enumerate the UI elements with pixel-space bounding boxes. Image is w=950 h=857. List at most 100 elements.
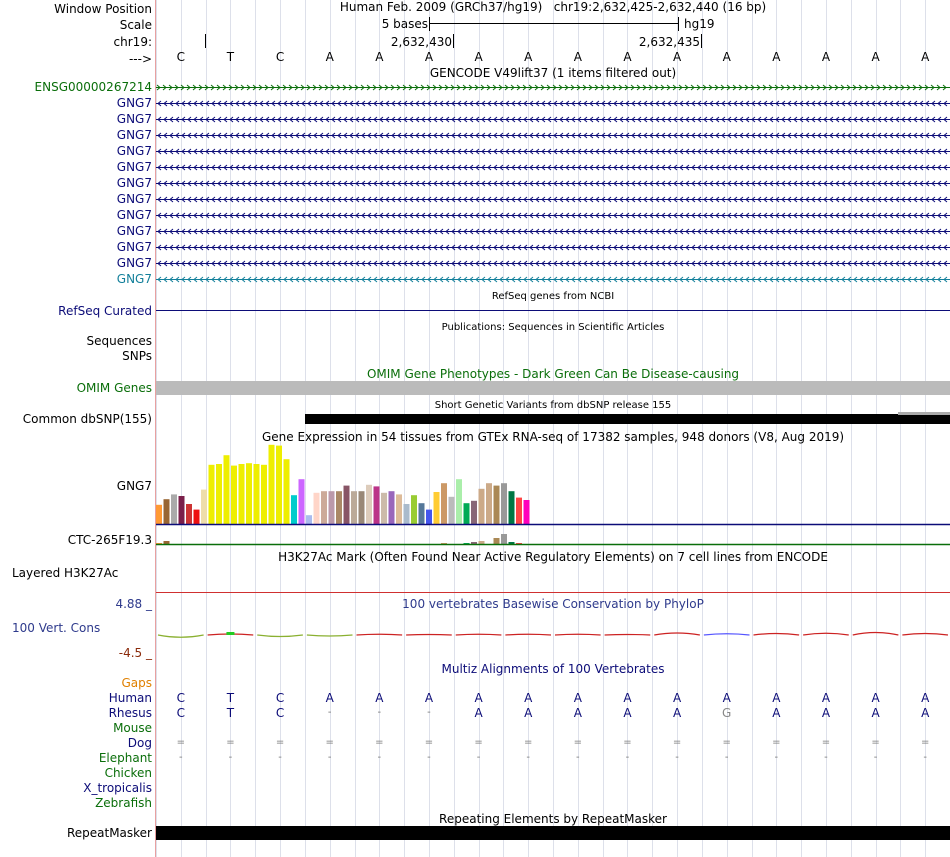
- phylop-base-score[interactable]: [554, 633, 601, 636]
- phylop-track-title[interactable]: 100 vertebrates Basewise Conservation by…: [402, 597, 704, 611]
- gencode-gene-features[interactable]: [156, 80, 950, 288]
- gtex-tissue-bar-2[interactable]: [471, 542, 477, 544]
- gtex-tissue-bar[interactable]: [351, 491, 357, 524]
- gtex-tissue-bar[interactable]: [501, 483, 507, 524]
- gtex-tissue-bar[interactable]: [418, 503, 425, 524]
- gtex-tissue-bar-2[interactable]: [156, 543, 162, 544]
- gtex-tissue-bar[interactable]: [396, 494, 402, 524]
- gencode-gene-label[interactable]: GNG7: [116, 128, 152, 142]
- multiz-species-label[interactable]: X_tropicalis: [83, 781, 152, 795]
- gtex-tissue-bar[interactable]: [508, 491, 515, 524]
- refseq-curated-label[interactable]: RefSeq Curated: [58, 304, 152, 318]
- gng7-transcript[interactable]: [156, 276, 950, 283]
- gtex-tissue-bar-2[interactable]: [478, 541, 485, 544]
- phylop-base-score[interactable]: [356, 633, 403, 636]
- phylop-base-score[interactable]: [902, 632, 949, 636]
- phylop-base-score[interactable]: [852, 631, 899, 636]
- gtex-tissue-bar[interactable]: [268, 444, 275, 524]
- phylop-base-score[interactable]: [654, 632, 700, 636]
- gtex-tissue-bar[interactable]: [388, 491, 395, 524]
- multiz-species-label[interactable]: Zebrafish: [95, 796, 152, 810]
- gtex-tissue-bar[interactable]: [178, 496, 185, 524]
- multiz-species-label[interactable]: Mouse: [113, 721, 152, 735]
- gtex-tissue-bar[interactable]: [193, 509, 200, 524]
- gtex-tissue-bar[interactable]: [328, 491, 335, 524]
- gtex-tissue-bar[interactable]: [306, 515, 312, 524]
- refseq-track-title[interactable]: RefSeq genes from NCBI: [491, 291, 615, 302]
- gtex-tissue-bar[interactable]: [358, 491, 365, 524]
- gencode-gene-label[interactable]: GNG7: [116, 256, 152, 270]
- repeatmasker-element-bar[interactable]: [156, 826, 950, 840]
- gtex-tissue-bar-2[interactable]: [493, 538, 500, 544]
- omim-gene-bar[interactable]: [156, 381, 950, 395]
- gng7-transcript[interactable]: [156, 196, 950, 203]
- gtex-tissue-bar[interactable]: [448, 496, 455, 524]
- gtex-tissue-bar[interactable]: [223, 455, 230, 524]
- gtex-tissue-bar[interactable]: [478, 488, 485, 524]
- phylop-base-score[interactable]: [257, 634, 303, 638]
- gtex-tissue-bar[interactable]: [246, 463, 252, 524]
- gtex-tissue-bar[interactable]: [171, 494, 177, 524]
- h3k27ac-track-title[interactable]: H3K27Ac Mark (Often Found Near Active Re…: [278, 550, 828, 564]
- gtex-tissue-bar[interactable]: [463, 503, 470, 524]
- phylop-base-score[interactable]: [604, 633, 651, 636]
- gtex-tissue-bar[interactable]: [298, 479, 305, 524]
- gtex-tissue-bar[interactable]: [238, 464, 245, 524]
- gtex-tissue-bar[interactable]: [283, 459, 290, 524]
- gtex-tissue-bar[interactable]: [516, 497, 522, 524]
- dbsnp-variant-bar[interactable]: [305, 414, 950, 424]
- publications-track-title[interactable]: Publications: Sequences in Scientific Ar…: [441, 322, 665, 333]
- gencode-gene-label[interactable]: GNG7: [116, 240, 152, 254]
- gtex-tissue-bar-2[interactable]: [463, 543, 470, 544]
- gencode-track-title[interactable]: GENCODE V49lift37 (1 items filtered out): [429, 66, 677, 80]
- gtex-tissue-bar[interactable]: [253, 464, 260, 524]
- gtex-tissue-bar-2[interactable]: [441, 543, 447, 544]
- ensg-feature[interactable]: [156, 84, 950, 91]
- phylop-base-score[interactable]: [455, 633, 502, 636]
- dbsnp-track-title[interactable]: Short Genetic Variants from dbSNP releas…: [434, 400, 672, 411]
- phylop-base-score[interactable]: [306, 634, 353, 637]
- gng7-transcript[interactable]: [156, 212, 950, 219]
- gng7-transcript[interactable]: [156, 228, 950, 235]
- gng7-transcript[interactable]: [156, 180, 950, 187]
- multiz-species-label[interactable]: Rhesus: [108, 706, 152, 720]
- gng7-transcript[interactable]: [156, 100, 950, 107]
- omim-genes-label[interactable]: OMIM Genes: [76, 381, 152, 395]
- gtex-tissue-bar[interactable]: [208, 464, 215, 524]
- gencode-gene-label[interactable]: GNG7: [116, 144, 152, 158]
- dbsnp-label[interactable]: Common dbSNP(155): [22, 412, 152, 426]
- gtex-tissue-bar-2[interactable]: [501, 534, 507, 544]
- multiz-track-title[interactable]: Multiz Alignments of 100 Vertebrates: [441, 662, 665, 676]
- phylop-base-score[interactable]: [505, 633, 552, 636]
- gtex-tissue-bar[interactable]: [343, 485, 350, 524]
- gtex-tissue-bar[interactable]: [493, 485, 500, 524]
- gencode-gene-label[interactable]: GNG7: [116, 112, 152, 126]
- dbsnp-variant-bar-gray[interactable]: [898, 412, 950, 415]
- publications-sequences-label[interactable]: Sequences: [86, 334, 152, 348]
- gtex-tissue-bar[interactable]: [291, 495, 297, 524]
- phylop-base-score[interactable]: [157, 634, 204, 638]
- gtex-expression-chart[interactable]: [156, 444, 950, 548]
- gtex-tissue-bar[interactable]: [403, 504, 410, 524]
- gtex-tissue-bar[interactable]: [261, 464, 267, 524]
- phylop-base-score[interactable]: [753, 632, 800, 636]
- gtex-tissue-bar[interactable]: [433, 492, 440, 524]
- gtex-tissue-bar[interactable]: [231, 465, 237, 524]
- gtex-tissue-bar[interactable]: [201, 489, 207, 524]
- gencode-gene-label[interactable]: GNG7: [116, 96, 152, 110]
- gencode-last-gene-label[interactable]: GNG7: [116, 272, 152, 286]
- gtex-tissue-bar[interactable]: [471, 500, 477, 524]
- multiz-species-label[interactable]: Dog: [127, 736, 152, 750]
- gtex-tissue-bar[interactable]: [366, 484, 372, 524]
- gtex-tissue-bar[interactable]: [156, 504, 162, 524]
- gtex-tissue-bar[interactable]: [163, 499, 170, 524]
- gng7-transcript[interactable]: [156, 164, 950, 171]
- phylop-base-score[interactable]: [406, 633, 452, 636]
- multiz-species-label[interactable]: Human: [108, 691, 152, 705]
- multiz-species-label[interactable]: Chicken: [104, 766, 152, 780]
- gencode-ensg-label[interactable]: ENSG00000267214: [34, 80, 152, 94]
- gng7-transcript[interactable]: [156, 116, 950, 123]
- gng7-transcript[interactable]: [156, 132, 950, 139]
- gtex-tissue-bar[interactable]: [186, 504, 192, 524]
